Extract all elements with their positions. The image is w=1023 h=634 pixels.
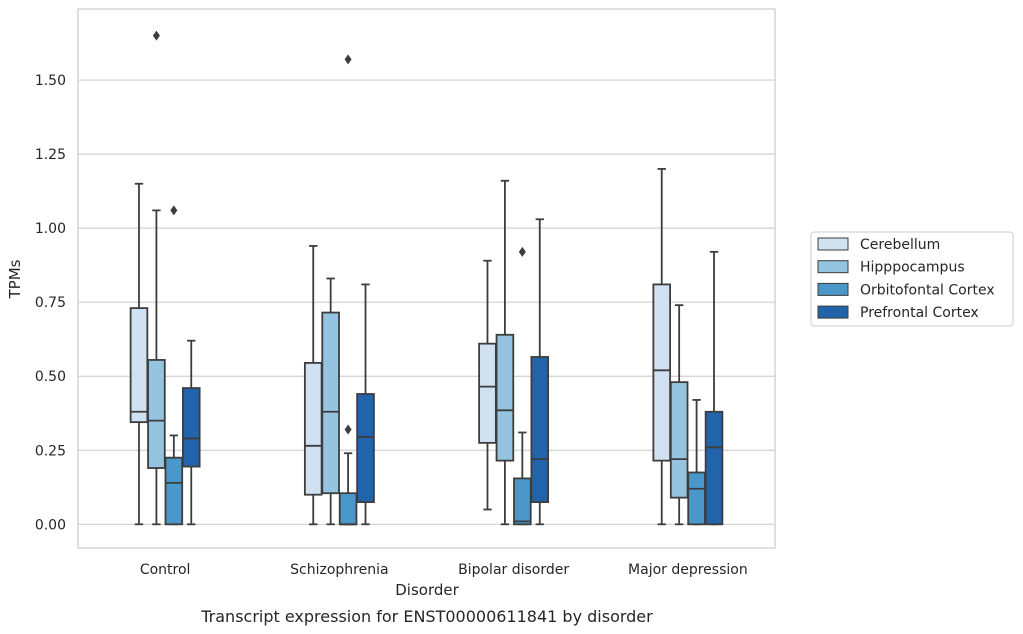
legend-frame xyxy=(810,231,1014,327)
box xyxy=(495,333,515,462)
legend-label: Prefrontal Cortex xyxy=(860,305,979,321)
y-tick-labels: 0.00 0.25 0.50 0.75 1.00 1.25 1.50 xyxy=(35,73,66,533)
boxes xyxy=(129,30,724,526)
box-group xyxy=(478,259,497,511)
y-tick-label: 0.75 xyxy=(35,295,66,311)
x-tick-label: Control xyxy=(140,562,191,578)
legend-swatch xyxy=(817,305,849,319)
legend-label: Hipppocampus xyxy=(860,260,965,276)
x-tick-label: Schizophrenia xyxy=(290,562,388,578)
legend-swatch xyxy=(817,282,849,296)
box xyxy=(652,283,672,462)
y-axis-label: TPMs xyxy=(6,259,24,299)
legend-swatch xyxy=(817,260,849,274)
box xyxy=(321,311,340,495)
box-group xyxy=(338,54,358,526)
box xyxy=(478,342,497,444)
box xyxy=(181,387,201,468)
chart-caption: Transcript expression for ENST0000061184… xyxy=(200,607,653,626)
box xyxy=(687,471,706,526)
box xyxy=(356,393,375,503)
box-group xyxy=(704,250,724,526)
box xyxy=(129,307,149,424)
y-tick-label: 1.50 xyxy=(35,73,66,89)
x-tick-labels: Control Schizophrenia Bipolar disorder Majo… xyxy=(140,562,748,578)
legend: Cerebellum Hipppocampus Orbitofontal Corte… xyxy=(810,231,1014,327)
box-group xyxy=(513,246,532,526)
box xyxy=(164,456,184,526)
x-axis-label: Disorder xyxy=(395,581,459,599)
legend-label: Orbitofontal Cortex xyxy=(860,282,995,298)
x-tick-label: Bipolar disorder xyxy=(458,562,569,578)
box xyxy=(303,362,323,496)
box xyxy=(513,477,532,526)
box-group xyxy=(495,179,515,526)
y-tick-label: 0.50 xyxy=(35,369,66,385)
box-group xyxy=(356,283,375,526)
box xyxy=(669,381,689,499)
legend-swatch xyxy=(817,237,849,251)
y-tick-label: 0.00 xyxy=(35,517,66,533)
outlier-point xyxy=(518,246,526,257)
box-group xyxy=(147,30,166,526)
x-tick-label: Major depression xyxy=(628,562,748,578)
box-group xyxy=(321,277,340,526)
y-tick-label: 1.25 xyxy=(35,147,66,163)
box-group xyxy=(164,205,184,526)
box-group xyxy=(652,168,672,526)
box-group xyxy=(129,182,149,526)
box xyxy=(147,359,166,469)
box-group xyxy=(303,245,323,526)
y-tick-label: 1.00 xyxy=(35,221,66,237)
box-group xyxy=(669,304,689,526)
outlier-point xyxy=(152,30,160,41)
outlier-point xyxy=(170,205,178,216)
outlier-point xyxy=(344,54,352,65)
outlier-point xyxy=(344,424,352,435)
box xyxy=(704,410,724,526)
legend-label: Cerebellum xyxy=(860,237,940,253)
box xyxy=(338,492,358,526)
box-group xyxy=(181,339,201,526)
plot-frame xyxy=(77,8,776,549)
y-tick-label: 0.25 xyxy=(35,443,66,459)
box xyxy=(530,356,550,503)
box-group xyxy=(530,218,550,526)
box-group xyxy=(687,399,706,526)
